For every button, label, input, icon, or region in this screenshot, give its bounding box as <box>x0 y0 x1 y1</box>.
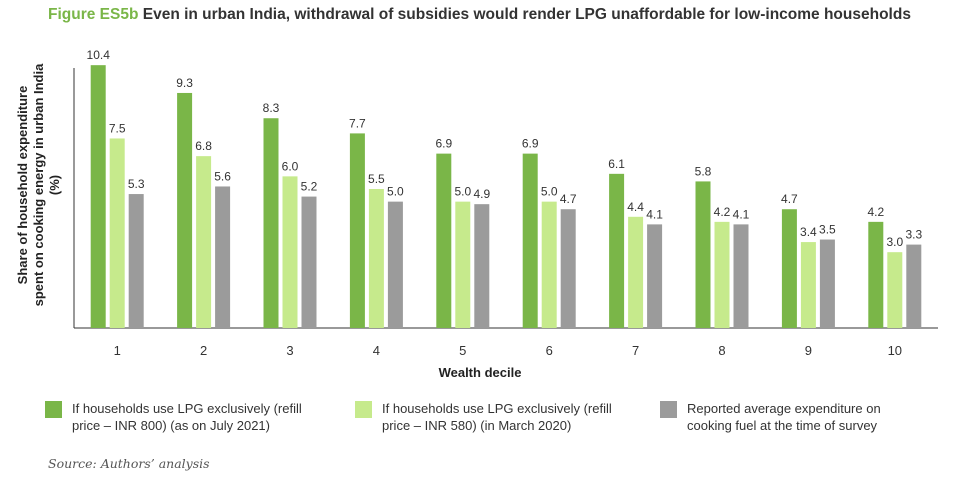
x-tick-label-2: 2 <box>200 343 207 358</box>
data-label-series3-decile-4: 5.0 <box>387 185 404 199</box>
bar-series2-decile-2 <box>196 156 212 328</box>
x-tick-label-10: 10 <box>888 343 902 358</box>
legend-swatch-3 <box>660 401 677 418</box>
data-label-series1-decile-7: 6.1 <box>608 157 625 171</box>
bar-series1-decile-6 <box>522 153 538 328</box>
legend-label-3: Reported average expenditure on cooking … <box>687 401 881 433</box>
data-label-series2-decile-1: 7.5 <box>109 121 126 135</box>
x-tick-label-7: 7 <box>632 343 639 358</box>
bar-series2-decile-8 <box>714 221 730 328</box>
data-label-series2-decile-7: 4.4 <box>627 200 644 214</box>
bar-series1-decile-10 <box>868 221 884 328</box>
data-label-series3-decile-1: 5.3 <box>128 177 145 191</box>
data-label-series3-decile-8: 4.1 <box>733 207 750 221</box>
figure-label: Figure ES5b <box>48 6 139 23</box>
bar-series1-decile-2 <box>177 92 193 328</box>
bar-chart: 10.47.55.319.36.85.628.36.05.237.75.55.0… <box>73 48 938 358</box>
legend-swatch-2 <box>355 401 372 418</box>
bar-series3-decile-3 <box>301 196 317 328</box>
bar-series3-decile-2 <box>215 186 231 328</box>
bar-series1-decile-5 <box>436 153 452 328</box>
data-label-series1-decile-6: 6.9 <box>522 137 539 151</box>
data-label-series2-decile-6: 5.0 <box>541 185 558 199</box>
bar-series2-decile-3 <box>282 176 298 328</box>
bar-series2-decile-10 <box>887 252 903 328</box>
bar-series3-decile-9 <box>819 239 835 328</box>
legend: If households use LPG exclusively (refil… <box>45 400 945 440</box>
source-note: Source: Authors’ analysis <box>48 456 210 471</box>
x-axis-label: Wealth decile <box>438 365 522 380</box>
data-label-series1-decile-1: 10.4 <box>87 48 111 62</box>
bar-series2-decile-4 <box>368 189 384 328</box>
legend-item-2: If households use LPG exclusively (refil… <box>355 400 612 434</box>
bar-series1-decile-3 <box>263 118 279 329</box>
data-label-series1-decile-5: 6.9 <box>435 137 452 151</box>
data-label-series2-decile-5: 5.0 <box>454 185 471 199</box>
data-label-series1-decile-4: 7.7 <box>349 116 366 130</box>
x-tick-label-8: 8 <box>718 343 725 358</box>
bar-series1-decile-7 <box>609 173 625 328</box>
bar-series1-decile-4 <box>349 133 365 328</box>
data-label-series3-decile-2: 5.6 <box>214 169 231 183</box>
bar-series3-decile-4 <box>387 201 403 328</box>
x-tick-label-4: 4 <box>373 343 380 358</box>
bar-series1-decile-9 <box>781 209 797 328</box>
bar-series2-decile-6 <box>541 201 557 328</box>
data-label-series3-decile-7: 4.1 <box>646 207 663 221</box>
bar-series3-decile-5 <box>474 204 490 328</box>
bar-series2-decile-1 <box>109 138 125 328</box>
legend-item-1: If households use LPG exclusively (refil… <box>45 400 302 434</box>
x-tick-label-9: 9 <box>805 343 812 358</box>
x-tick-label-5: 5 <box>459 343 466 358</box>
x-tick-label-3: 3 <box>286 343 293 358</box>
legend-swatch-1 <box>45 401 62 418</box>
bar-series2-decile-9 <box>800 242 816 328</box>
bar-series3-decile-7 <box>647 224 663 328</box>
data-label-series3-decile-10: 3.3 <box>905 228 922 242</box>
data-label-series2-decile-8: 4.2 <box>714 205 731 219</box>
bar-series1-decile-1 <box>90 65 106 328</box>
legend-label-2: If households use LPG exclusively (refil… <box>382 401 612 433</box>
data-label-series2-decile-3: 6.0 <box>282 159 299 173</box>
legend-label-1: If households use LPG exclusively (refil… <box>72 401 302 433</box>
bar-series2-decile-7 <box>628 216 644 328</box>
data-label-series3-decile-6: 4.7 <box>560 192 577 206</box>
data-label-series1-decile-10: 4.2 <box>867 205 884 219</box>
x-tick-label-1: 1 <box>114 343 121 358</box>
data-label-series1-decile-9: 4.7 <box>781 192 798 206</box>
data-label-series2-decile-9: 3.4 <box>800 225 817 239</box>
data-label-series3-decile-9: 3.5 <box>819 223 836 237</box>
data-label-series2-decile-10: 3.0 <box>886 235 903 249</box>
chart-title: Figure ES5b Even in urban India, withdra… <box>48 6 911 24</box>
data-label-series1-decile-8: 5.8 <box>695 164 712 178</box>
bar-series3-decile-10 <box>906 244 922 328</box>
data-label-series2-decile-2: 6.8 <box>195 139 212 153</box>
bar-series1-decile-8 <box>695 181 711 328</box>
legend-item-3: Reported average expenditure on cooking … <box>660 400 881 434</box>
data-label-series3-decile-5: 4.9 <box>473 187 490 201</box>
data-label-series1-decile-2: 9.3 <box>176 76 193 90</box>
bar-series3-decile-1 <box>128 194 144 328</box>
x-tick-label-6: 6 <box>546 343 553 358</box>
data-label-series1-decile-3: 8.3 <box>263 101 280 115</box>
data-label-series3-decile-3: 5.2 <box>301 180 318 194</box>
bar-series2-decile-5 <box>455 201 471 328</box>
title-text: Even in urban India, withdrawal of subsi… <box>142 6 911 23</box>
bar-series3-decile-6 <box>560 209 576 328</box>
bar-series3-decile-8 <box>733 224 749 328</box>
data-label-series2-decile-4: 5.5 <box>368 172 385 186</box>
